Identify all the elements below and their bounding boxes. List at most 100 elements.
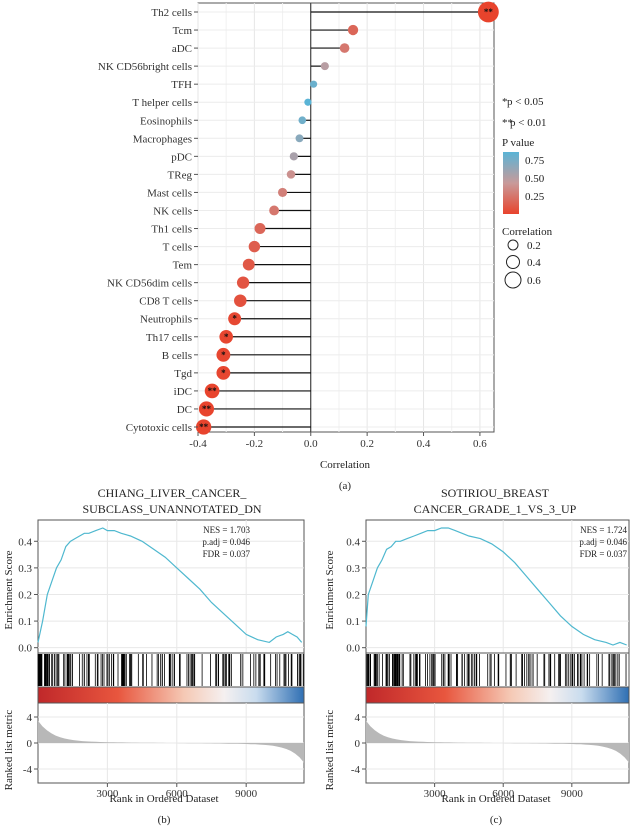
p2-metric-ytick-label-0: 4 bbox=[355, 712, 361, 724]
category-label-5: T helper cells bbox=[132, 97, 192, 109]
panel-a-x-ticks: -0.4 -0.2 0.0 0.2 0.4 0.6 bbox=[189, 432, 487, 450]
legend-size-tick-1: 0.2 bbox=[527, 240, 541, 252]
p2-x-tick-label-2: 9000 bbox=[561, 788, 584, 800]
lollipop-point-0 bbox=[477, 1, 499, 23]
p1-es-ytick-label-4: 0.4 bbox=[18, 536, 32, 548]
sig-mark-19: * bbox=[221, 350, 226, 360]
category-label-18: Th17 cells bbox=[146, 332, 192, 344]
legend-color-title: P value bbox=[502, 137, 534, 149]
p1-metric-ytick-label-0: 4 bbox=[27, 712, 33, 724]
legend-color-tick-3: 0.25 bbox=[525, 191, 545, 203]
sig-mark-20: * bbox=[221, 368, 226, 378]
legend-size-circle-1 bbox=[507, 239, 519, 251]
panel-a-frame bbox=[197, 2, 495, 433]
p2-x-tick-label-1: 6000 bbox=[492, 788, 515, 800]
panel-b-label: (b) bbox=[158, 814, 171, 826]
panel-b-xlabel: Rank in Ordered Dataset bbox=[109, 793, 218, 805]
p2-es-ytick-label-4: 0.4 bbox=[346, 536, 360, 548]
lollipop-point-12 bbox=[254, 223, 266, 235]
category-label-2: aDC bbox=[172, 43, 192, 55]
category-label-7: Macrophages bbox=[133, 133, 192, 145]
panel-b: CHIANG_LIVER_CANCER_ SUBCLASS_UNANNOTATE… bbox=[3, 486, 305, 826]
category-label-15: NK CD56dim cells bbox=[107, 278, 192, 290]
panel-b-padj: p.adj = 0.046 bbox=[202, 537, 250, 547]
category-label-11: NK cells bbox=[153, 205, 192, 217]
category-label-22: DC bbox=[177, 404, 192, 416]
panel-c-ylabel: Enrichment Score bbox=[324, 550, 336, 629]
category-label-23: Cytotoxic cells bbox=[126, 422, 192, 434]
lollipop-point-5 bbox=[304, 98, 312, 106]
sig-mark-0: ** bbox=[484, 7, 494, 17]
category-label-4: TFH bbox=[171, 79, 192, 91]
p2-es-frame bbox=[365, 519, 630, 654]
legend-size-circle-3 bbox=[504, 271, 522, 289]
panel-b-plot: 0.0 0.1 0.2 0.3 0.4 4 0 -4 3000 6000 9000 bbox=[18, 519, 305, 800]
p1-metric-area bbox=[38, 720, 304, 763]
category-label-16: CD8 T cells bbox=[139, 296, 192, 308]
lollipop-point-16 bbox=[234, 294, 247, 307]
panel-c-plot: 0.0 0.1 0.2 0.3 0.4 4 0 -4 3000 6000 9000 bbox=[346, 519, 630, 800]
p1-es-ytick-label-2: 0.2 bbox=[18, 589, 32, 601]
sig-mark-18: * bbox=[224, 332, 229, 342]
category-label-10: Mast cells bbox=[147, 187, 192, 199]
panel-c-title-1: SOTIRIOU_BREAST bbox=[441, 486, 550, 500]
p1-rank-colorbar bbox=[37, 686, 305, 704]
p1-x-tick-label-1: 6000 bbox=[166, 788, 189, 800]
panel-a-xlabel: Correlation bbox=[320, 459, 371, 471]
x-tick-label-3: 0.2 bbox=[360, 438, 374, 450]
panel-b-title-2: SUBCLASS_UNANNOTATED_DN bbox=[82, 502, 261, 516]
lollipop-point-20 bbox=[216, 365, 231, 380]
p2-es-ytick-label-3: 0.3 bbox=[346, 563, 360, 575]
lollipop-point-23 bbox=[195, 419, 212, 435]
sig-mark-21: ** bbox=[208, 386, 218, 396]
legend-size-tick-3: 0.6 bbox=[527, 275, 541, 287]
legend-color-tick-2: 0.50 bbox=[525, 173, 545, 185]
sig-mark-17: * bbox=[232, 314, 237, 324]
category-label-17: Neutrophils bbox=[140, 314, 192, 326]
legend-size-circle-2 bbox=[506, 255, 520, 269]
p1-metric-ytick-label-2: -4 bbox=[23, 764, 33, 776]
lollipop-point-11 bbox=[269, 205, 280, 216]
panel-a-category-labels: Th2 cells Tcm aDC NK CD56bright cells TFH T h… bbox=[98, 7, 198, 434]
category-label-0: Th2 cells bbox=[151, 7, 192, 19]
p1-x-tick-label-0: 3000 bbox=[96, 788, 119, 800]
panel-c-label: (c) bbox=[490, 814, 503, 826]
x-tick-label-1: -0.2 bbox=[246, 438, 263, 450]
panel-c-nes: NES = 1.724 bbox=[580, 525, 627, 535]
sig-mark-23: ** bbox=[199, 422, 209, 432]
p1-x-tick-label-2: 9000 bbox=[235, 788, 258, 800]
category-label-14: Tem bbox=[173, 260, 193, 272]
lollipop-point-3 bbox=[320, 62, 329, 71]
panel-b-ylabel: Enrichment Score bbox=[3, 550, 15, 629]
x-tick-label-2: 0.0 bbox=[304, 438, 318, 450]
panel-a-grid bbox=[197, 3, 494, 432]
p2-es-curve bbox=[365, 527, 627, 646]
category-label-9: TReg bbox=[168, 169, 193, 181]
panel-a-label: (a) bbox=[339, 480, 352, 492]
p1-es-ytick-label-1: 0.1 bbox=[18, 616, 32, 628]
lollipop-point-15 bbox=[236, 276, 250, 289]
p2-metric-ytick-label-1: 0 bbox=[355, 738, 361, 750]
p2-es-ytick-label-0: 0.0 bbox=[346, 643, 360, 655]
panel-c-title-2: CANCER_GRADE_1_VS_3_UP bbox=[414, 502, 577, 516]
panel-c: SOTIRIOU_BREAST CANCER_GRADE_1_VS_3_UP 0… bbox=[324, 486, 630, 826]
category-label-3: NK CD56bright cells bbox=[98, 61, 192, 73]
p1-es-ytick-label-3: 0.3 bbox=[18, 563, 32, 575]
lollipop-point-1 bbox=[347, 24, 359, 36]
lollipop-point-13 bbox=[248, 240, 261, 253]
sig-mark-22: ** bbox=[202, 404, 212, 414]
category-label-1: Tcm bbox=[173, 25, 193, 37]
legend-sig2-text: p < 0.01 bbox=[510, 117, 546, 129]
p2-metric-ytick-label-2: -4 bbox=[351, 764, 361, 776]
lollipop-point-10 bbox=[277, 187, 288, 198]
category-label-19: B cells bbox=[162, 350, 192, 362]
category-label-12: Th1 cells bbox=[151, 224, 192, 236]
category-label-13: T cells bbox=[163, 242, 192, 254]
lollipop-point-7 bbox=[295, 134, 304, 143]
panel-b-ranked-ylabel: Ranked list metric bbox=[3, 710, 15, 791]
legend-color-bar bbox=[503, 152, 519, 214]
panel-c-fdr: FDR = 0.037 bbox=[580, 549, 628, 559]
lollipop-point-17 bbox=[228, 312, 242, 326]
